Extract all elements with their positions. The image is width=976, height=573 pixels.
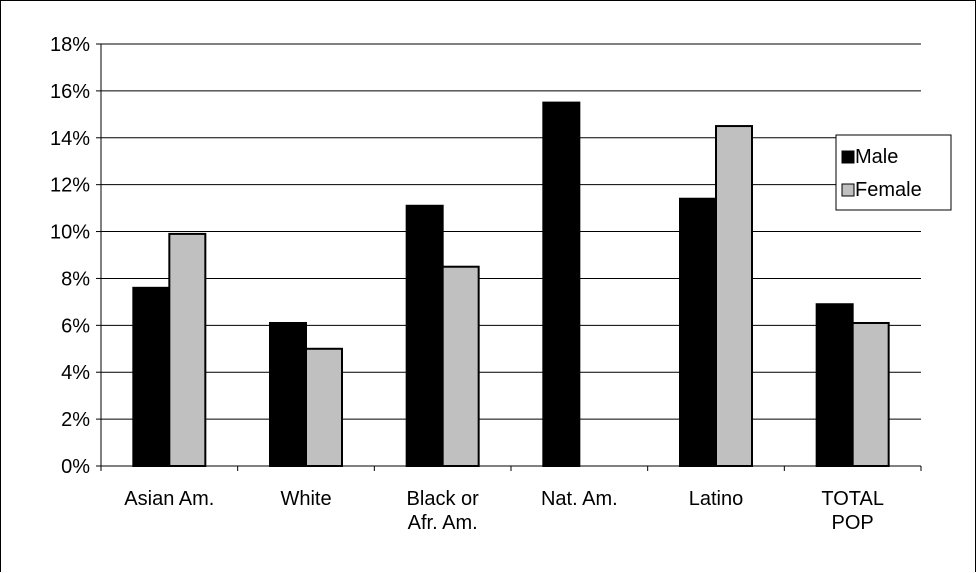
y-tick-label: 18% [50, 34, 90, 56]
bar-female [851, 321, 890, 467]
bar-female [168, 232, 207, 467]
bar-male [269, 321, 307, 467]
x-category-label: TOTAL [821, 488, 884, 510]
bar-female [715, 125, 753, 468]
legend-label-female: Female [855, 179, 922, 201]
y-tick-label: 16% [50, 81, 90, 103]
y-tick-label: 4% [61, 362, 90, 384]
bars [132, 101, 890, 468]
bar-male [542, 101, 581, 467]
bar-female [441, 265, 480, 467]
x-category-label: Black or [407, 488, 480, 510]
x-category-label: Asian Am. [124, 488, 214, 510]
legend-label-male: Male [855, 146, 898, 168]
x-category-label: Nat. Am. [541, 488, 618, 510]
y-tick-label: 10% [50, 222, 90, 244]
x-category-label: Latino [689, 488, 744, 510]
x-category-label: POP [832, 512, 874, 534]
legend-swatch-male [841, 150, 855, 164]
bar-male [815, 303, 854, 467]
legend: Male Female [835, 134, 952, 211]
y-tick-label: 8% [61, 268, 90, 290]
y-tick-label: 6% [61, 315, 90, 337]
y-tick-label: 14% [50, 128, 90, 150]
y-tick-label: 0% [61, 456, 90, 478]
axes [96, 43, 922, 471]
y-tick-label: 12% [50, 175, 90, 197]
x-category-label: White [280, 488, 331, 510]
bar-female [305, 347, 343, 467]
bar-male [132, 286, 171, 468]
bar-male [405, 204, 444, 467]
y-tick-label: 2% [61, 409, 90, 431]
x-category-label: Afr. Am. [408, 512, 478, 534]
legend-swatch-female [841, 183, 855, 197]
y-tick-labels: 0% 2% 4% 6% 8% 10% 12% 14% 16% 18% [50, 34, 90, 478]
legend-box [835, 134, 952, 211]
bar-male [679, 197, 717, 467]
gridlines [101, 43, 921, 420]
